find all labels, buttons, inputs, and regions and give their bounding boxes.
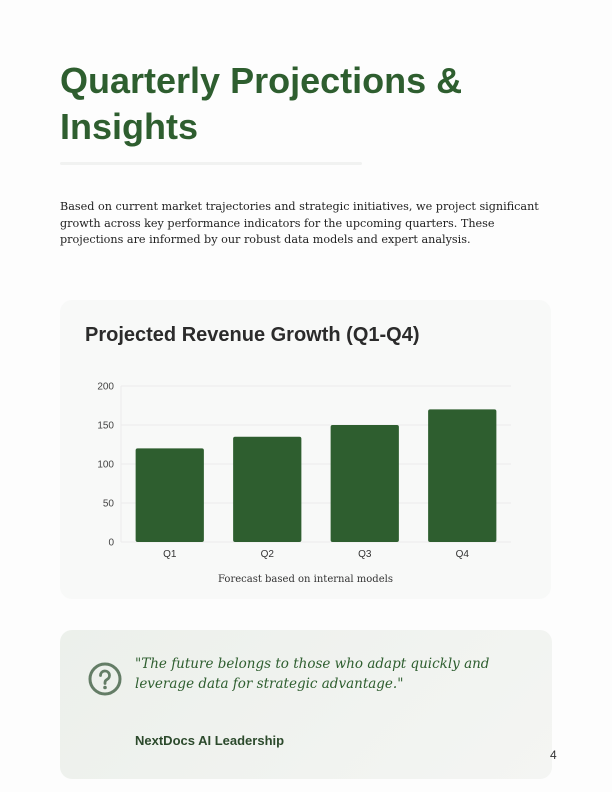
intro-paragraph: Based on current market trajectories and… [60, 200, 539, 246]
page-title: Quarterly Projections & Insights [60, 60, 463, 147]
x-tick-label: Q1 [163, 549, 177, 560]
title-divider [60, 162, 362, 165]
chart-card: Projected Revenue Growth (Q1-Q4) 0 50 100 1… [60, 300, 551, 599]
y-tick-label: 150 [97, 421, 114, 432]
bar-q2 [233, 436, 302, 542]
quote-text: "The future belongs to those who adapt q… [135, 656, 490, 692]
bar-q1 [135, 448, 204, 542]
bar-q3 [330, 425, 399, 542]
x-tick-label: Q3 [358, 549, 372, 560]
chart-caption: Forecast based on internal models [218, 574, 393, 585]
chart-title: Projected Revenue Growth (Q1-Q4) [85, 324, 420, 346]
revenue-bar-chart: 0 50 100 150 200 Q1 Q2 Q3 Q4 [97, 382, 511, 560]
question-circle-icon [88, 662, 122, 696]
x-tick-label: Q4 [456, 549, 470, 560]
quote-author: NextDocs AI Leadership [135, 733, 285, 748]
page-number: 4 [550, 748, 557, 762]
y-tick-label: 200 [97, 382, 114, 393]
quote-card: "The future belongs to those who adapt q… [60, 630, 552, 779]
y-tick-label: 0 [108, 538, 114, 549]
y-tick-label: 50 [103, 499, 115, 510]
y-tick-label: 100 [97, 460, 114, 471]
x-tick-label: Q2 [261, 549, 275, 560]
bar-q4 [428, 409, 497, 542]
